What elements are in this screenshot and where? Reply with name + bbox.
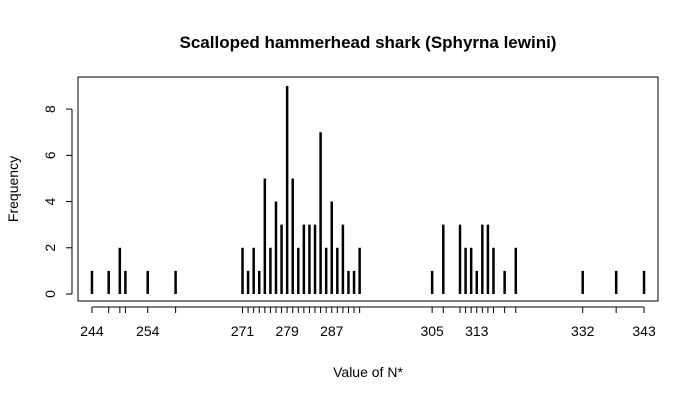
y-tick-label: 4 bbox=[42, 197, 58, 205]
x-tick-label: 343 bbox=[632, 323, 656, 339]
y-axis: 0 2 4 6 8 bbox=[42, 105, 73, 298]
x-tick-label: 313 bbox=[465, 323, 489, 339]
y-tick-label: 6 bbox=[42, 151, 58, 159]
x-tick-label: 279 bbox=[275, 323, 299, 339]
x-axis: 244 254 271 279 287 305 313 332 343 bbox=[80, 306, 656, 339]
y-axis-label: Frequency bbox=[5, 156, 21, 222]
y-tick-label: 8 bbox=[42, 105, 58, 113]
y-tick-label: 2 bbox=[42, 244, 58, 252]
chart-title: Scalloped hammerhead shark (Sphyrna lewi… bbox=[180, 33, 557, 52]
plot-frame bbox=[77, 76, 659, 302]
x-tick-label: 287 bbox=[320, 323, 344, 339]
x-tick-label: 305 bbox=[420, 323, 444, 339]
x-tick-label: 244 bbox=[80, 323, 104, 339]
x-tick-label: 332 bbox=[571, 323, 595, 339]
bars bbox=[90, 86, 646, 294]
y-tick-label: 0 bbox=[42, 290, 58, 298]
x-tick-label: 254 bbox=[136, 323, 160, 339]
x-axis-label: Value of N* bbox=[333, 364, 403, 380]
x-tick-label: 271 bbox=[231, 323, 255, 339]
